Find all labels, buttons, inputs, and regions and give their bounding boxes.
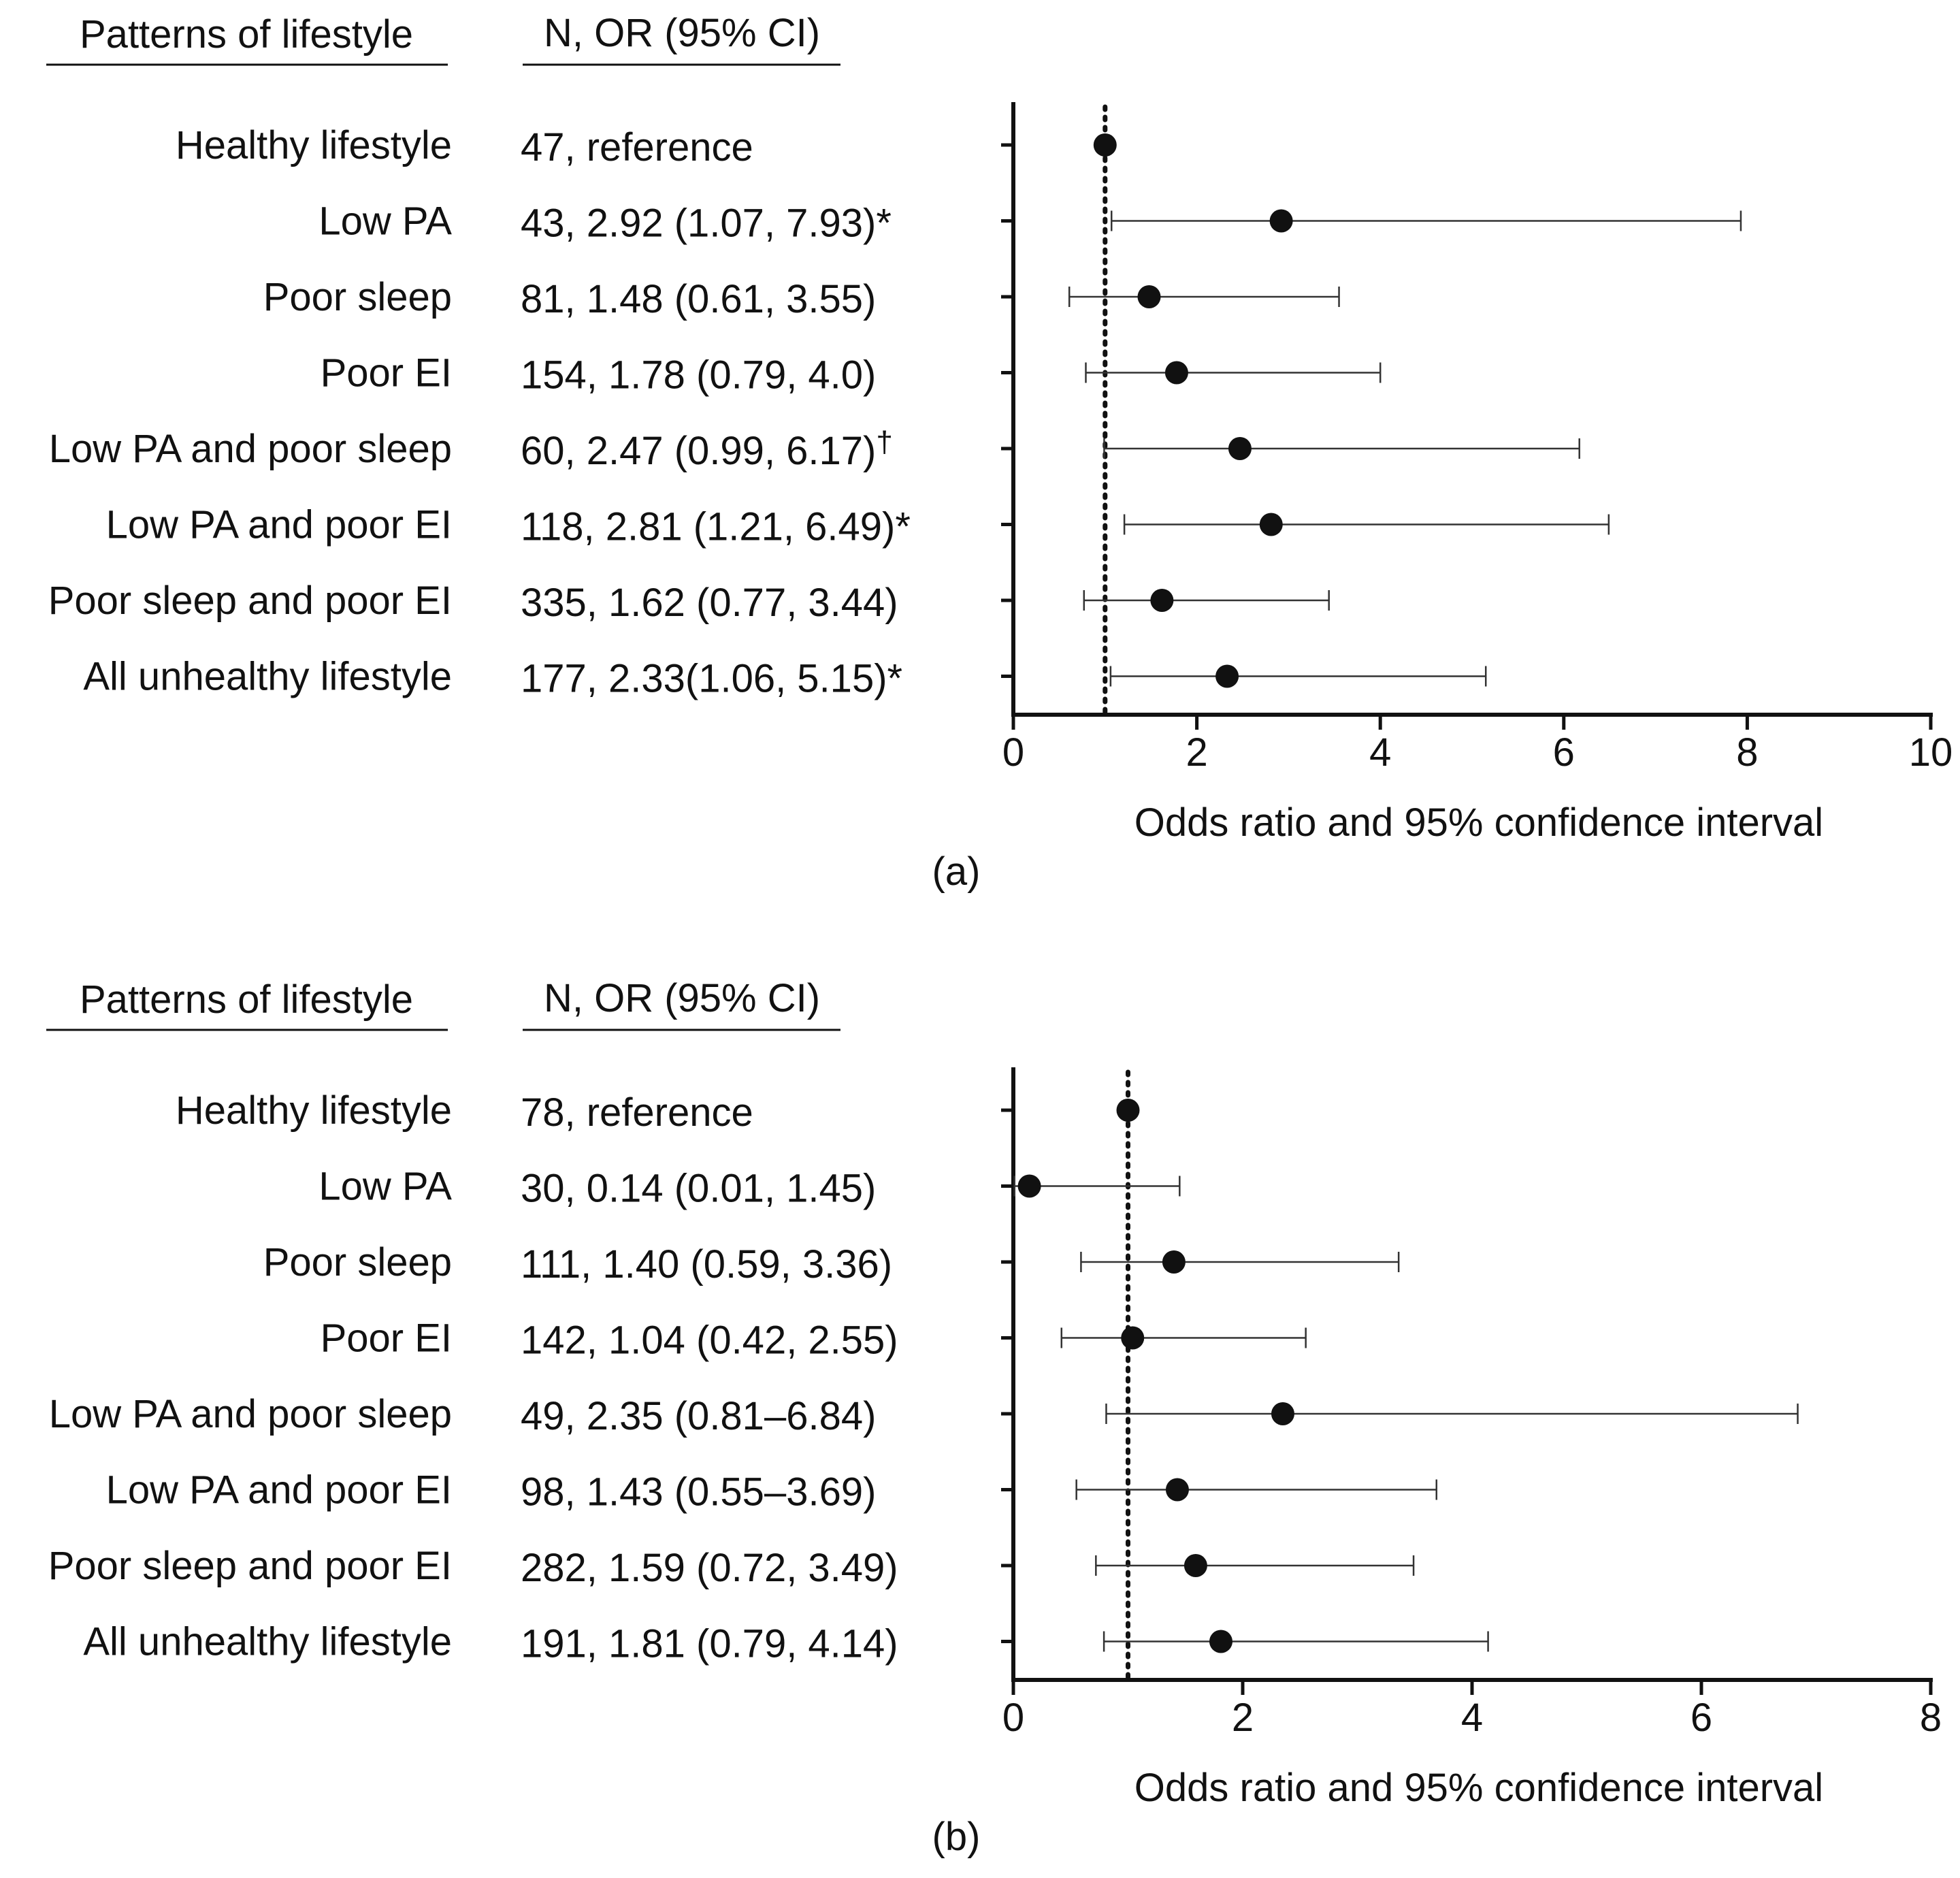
panel-label: (a) <box>932 849 981 894</box>
odds-ratio-point <box>1183 1554 1207 1577</box>
row-label: All unhealthy lifestyle <box>83 655 452 699</box>
odds-ratio-point <box>1269 209 1293 233</box>
row-value: 154, 1.78 (0.79, 4.0) <box>521 353 876 398</box>
x-tick-label: 10 <box>1909 730 1953 775</box>
significance-mark: * <box>895 505 911 549</box>
row-value: 81, 1.48 (0.61, 3.55) <box>521 277 876 321</box>
x-tick-label: 4 <box>1461 1696 1483 1740</box>
row-label: Low PA and poor EI <box>106 1468 452 1512</box>
column-header-or: N, OR (95% CI) <box>544 11 820 55</box>
x-tick-label: 2 <box>1232 1696 1254 1740</box>
row-value: 49, 2.35 (0.81–6.84) <box>521 1394 876 1438</box>
odds-ratio-point <box>1162 1250 1186 1274</box>
row-label: Healthy lifestyle <box>176 1088 452 1133</box>
panel-label: (b) <box>932 1815 981 1859</box>
row-label: Low PA and poor EI <box>106 503 452 547</box>
row-value: 111, 1.40 (0.59, 3.36) <box>521 1242 892 1286</box>
row-value: 98, 1.43 (0.55–3.69) <box>521 1470 876 1515</box>
row-value: 47, reference <box>521 125 753 169</box>
row-label: All unhealthy lifestyle <box>83 1620 452 1664</box>
row-value: 335, 1.62 (0.77, 3.44) <box>521 581 898 625</box>
odds-ratio-point <box>1116 1099 1140 1122</box>
column-header-pattern: Patterns of lifestyle <box>80 12 413 56</box>
significance-mark: * <box>876 201 892 246</box>
x-axis-title: Odds ratio and 95% confidence interval <box>1134 800 1823 845</box>
odds-ratio-point <box>1165 1478 1189 1502</box>
row-label: Poor sleep and poor EI <box>48 1544 452 1588</box>
odds-ratio-point <box>1271 1402 1294 1425</box>
panel-a: Patterns of lifestyle N, OR (95% CI) Healt… <box>46 11 1953 894</box>
odds-ratio-point <box>1164 361 1188 385</box>
x-axis-title: Odds ratio and 95% confidence interval <box>1134 1766 1823 1810</box>
row-value: 118, 2.81 (1.21, 6.49)* <box>521 505 911 549</box>
row-label: Low PA and poor sleep <box>49 1392 452 1436</box>
row-value: 30, 0.14 (0.01, 1.45) <box>521 1167 876 1211</box>
row-label: Low PA <box>318 1165 452 1209</box>
x-tick-label: 2 <box>1186 730 1207 775</box>
row-label: Low PA and poor sleep <box>49 427 452 471</box>
x-tick-label: 0 <box>1002 730 1024 775</box>
row-value: 177, 2.33(1.06, 5.15)* <box>521 657 902 701</box>
row-value: 78, reference <box>521 1090 753 1135</box>
odds-ratio-point <box>1215 664 1239 688</box>
odds-ratio-point <box>1228 437 1252 460</box>
odds-ratio-point <box>1093 133 1117 157</box>
column-header-or: N, OR (95% CI) <box>544 976 820 1020</box>
x-tick-label: 4 <box>1369 730 1391 775</box>
row-label: Healthy lifestyle <box>176 123 452 167</box>
row-value: 43, 2.92 (1.07, 7.93)* <box>521 201 892 246</box>
x-tick-label: 6 <box>1690 1696 1712 1740</box>
odds-ratio-point <box>1121 1326 1145 1350</box>
odds-ratio-point <box>1150 589 1174 612</box>
x-tick-label: 0 <box>1002 1696 1024 1740</box>
significance-mark: * <box>887 657 903 701</box>
row-label: Poor sleep <box>263 1240 452 1284</box>
odds-ratio-point <box>1209 1630 1232 1653</box>
row-label: Low PA <box>318 199 452 244</box>
row-label: Poor EI <box>321 1316 452 1361</box>
row-value: 60, 2.47 (0.99, 6.17)† <box>521 425 893 473</box>
row-label: Poor EI <box>321 351 452 395</box>
odds-ratio-point <box>1017 1174 1041 1198</box>
column-header-pattern: Patterns of lifestyle <box>80 977 413 1022</box>
row-value: 142, 1.04 (0.42, 2.55) <box>521 1318 898 1363</box>
x-tick-label: 6 <box>1553 730 1575 775</box>
panel-b: Patterns of lifestyle N, OR (95% CI) Healt… <box>46 976 1942 1859</box>
odds-ratio-point <box>1259 513 1283 536</box>
row-value: 191, 1.81 (0.79, 4.14) <box>521 1622 898 1666</box>
odds-ratio-point <box>1137 285 1161 308</box>
significance-mark: † <box>876 425 892 459</box>
x-tick-label: 8 <box>1736 730 1758 775</box>
row-value: 282, 1.59 (0.72, 3.49) <box>521 1546 898 1590</box>
x-tick-label: 8 <box>1920 1696 1942 1740</box>
row-label: Poor sleep <box>263 275 452 319</box>
row-label: Poor sleep and poor EI <box>48 579 452 623</box>
